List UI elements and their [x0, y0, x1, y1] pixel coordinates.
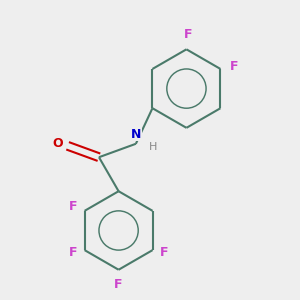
- Text: F: F: [69, 246, 77, 259]
- Text: O: O: [52, 137, 63, 150]
- Text: F: F: [230, 61, 239, 74]
- Text: F: F: [114, 278, 123, 291]
- Text: H: H: [148, 142, 157, 152]
- Text: F: F: [160, 246, 168, 259]
- Text: N: N: [131, 128, 141, 141]
- Text: F: F: [69, 200, 77, 213]
- Text: F: F: [184, 28, 193, 41]
